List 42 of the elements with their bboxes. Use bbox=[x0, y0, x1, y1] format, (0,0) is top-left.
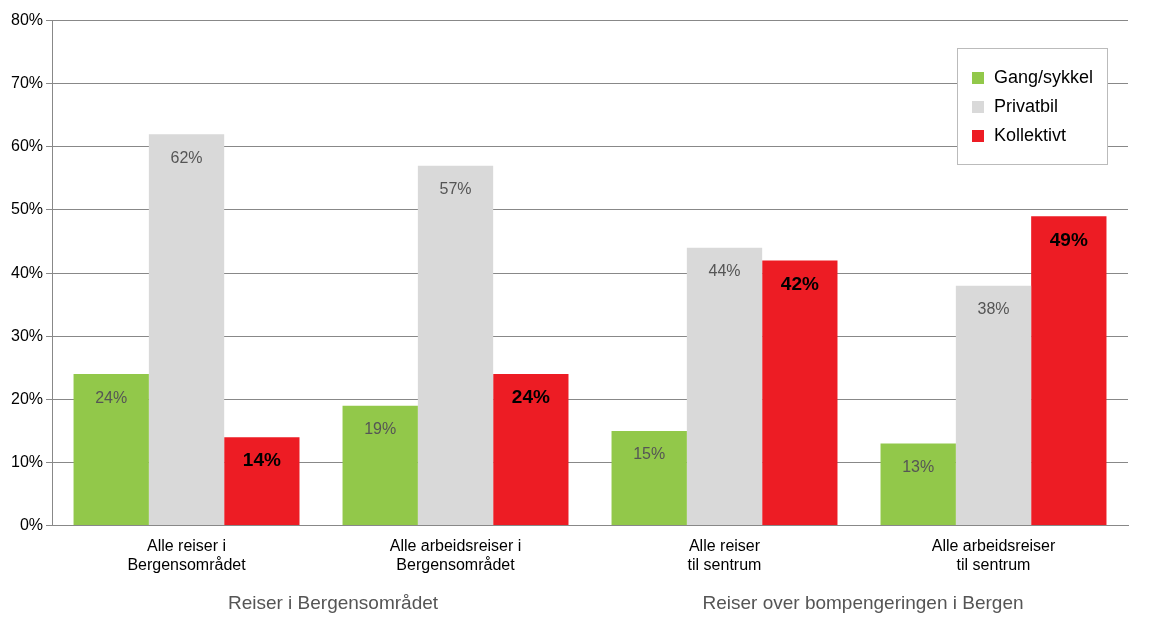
data-label: 14% bbox=[242, 449, 281, 471]
bar bbox=[342, 405, 418, 526]
bar bbox=[686, 247, 763, 526]
data-label: 13% bbox=[902, 457, 935, 475]
x-tick-label: Alle arbeidsreiser til sentrum bbox=[931, 536, 1056, 573]
data-label: 15% bbox=[633, 445, 666, 463]
bar bbox=[955, 285, 1032, 526]
bar bbox=[880, 443, 956, 526]
data-label: 62% bbox=[170, 148, 203, 166]
bar bbox=[224, 437, 300, 526]
y-tick-label: 50% bbox=[10, 200, 44, 218]
bar bbox=[493, 374, 569, 526]
y-tick-label: 70% bbox=[10, 74, 44, 92]
y-tick-label: 80% bbox=[10, 11, 44, 29]
bar bbox=[762, 260, 838, 526]
bar bbox=[417, 165, 494, 526]
legend-label: Kollektivt bbox=[993, 125, 1066, 146]
bar bbox=[148, 134, 225, 526]
y-tick-label: 30% bbox=[10, 326, 44, 344]
y-tick-label: 10% bbox=[10, 452, 44, 470]
y-tick-label: 0% bbox=[19, 516, 44, 534]
data-label: 24% bbox=[95, 388, 128, 406]
legend-label: Privatbil bbox=[993, 96, 1058, 117]
legend-label: Gang/sykkel bbox=[993, 67, 1093, 88]
data-label: 57% bbox=[439, 180, 472, 198]
y-tick-label: 40% bbox=[10, 263, 44, 281]
data-label: 24% bbox=[511, 386, 550, 408]
x-tick-label: Alle arbeidsreiser i Bergensområdet bbox=[389, 536, 522, 573]
y-tick-label: 60% bbox=[10, 137, 44, 155]
x-tick-label: Alle reiser i Bergensområdet bbox=[127, 536, 247, 573]
bar bbox=[611, 430, 687, 526]
data-label: 19% bbox=[364, 420, 397, 438]
data-label: 49% bbox=[1049, 228, 1088, 250]
bar bbox=[1031, 216, 1107, 526]
text: Reiser i Bergensområdet bbox=[226, 592, 440, 614]
data-label: 42% bbox=[780, 272, 819, 294]
data-label: 38% bbox=[977, 300, 1010, 318]
y-tick-label: 20% bbox=[10, 389, 44, 407]
x-tick-label: Alle reiser til sentrum bbox=[687, 536, 762, 573]
text: Reiser over bompengeringen i Bergen bbox=[701, 592, 1025, 614]
bar bbox=[73, 374, 149, 526]
data-label: 44% bbox=[708, 262, 741, 280]
